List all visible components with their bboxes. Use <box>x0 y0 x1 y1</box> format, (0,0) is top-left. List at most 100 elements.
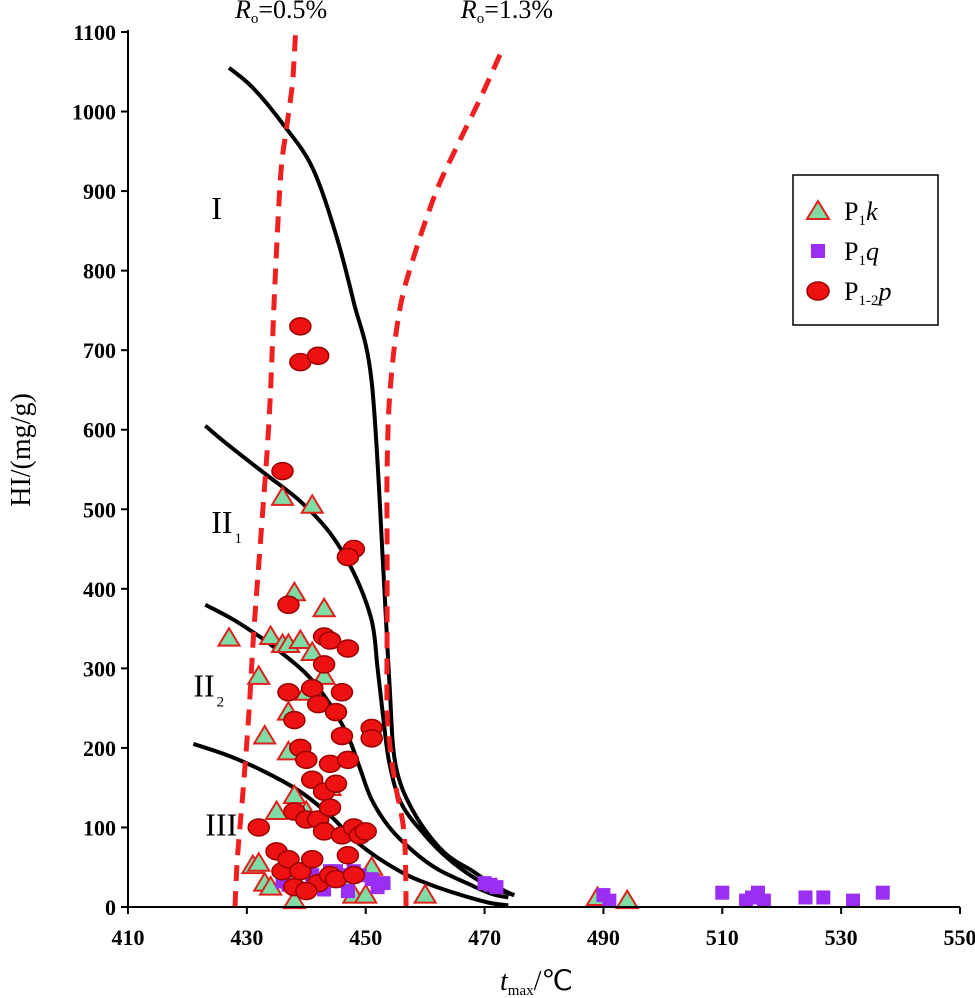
point-P1-2p-10 <box>277 682 300 702</box>
point-P1-2p-25 <box>324 774 348 793</box>
point-P1k-29 <box>412 883 438 904</box>
point-P1-2p-21 <box>295 750 318 770</box>
point-P1-2p-47 <box>342 865 366 885</box>
point-P1-2p-43 <box>300 850 324 869</box>
y-tick-label: 0 <box>105 895 116 920</box>
point-P1-2p-26 <box>336 750 360 770</box>
y-tick-label: 900 <box>83 179 116 204</box>
region-label-4: III <box>205 806 237 842</box>
point-P1-2p-9 <box>336 639 360 658</box>
point-P1q-16 <box>489 880 504 895</box>
legend-label-P1-2p: P1-2p <box>844 277 891 309</box>
series-P1-2p <box>247 317 383 901</box>
point-P1-2p-40 <box>277 850 300 869</box>
point-P1-2p-48 <box>295 881 318 901</box>
ro-labels: Ro=0.5% Ro=1.3% <box>234 0 553 27</box>
legend-marker-P1k <box>805 199 831 220</box>
point-P1-2p-2 <box>306 346 330 365</box>
boundary-curves <box>192 66 516 908</box>
legend-marker-P1-2p <box>806 281 830 301</box>
y-ticks: 0 100 200 300 400 500 600 700 800 900 1000 1100 <box>72 20 128 920</box>
region-labels: I II 1 II 2 III <box>193 190 242 842</box>
point-P1k-0 <box>216 626 242 647</box>
point-P1q-23 <box>756 893 771 908</box>
y-axis-title: HI/(mg/g) <box>6 393 37 507</box>
y-tick-label: 600 <box>83 418 116 443</box>
point-P1-2p-0 <box>289 317 312 336</box>
point-P1k-17 <box>288 628 313 650</box>
x-tick-label: 410 <box>112 925 145 950</box>
point-P1-2p-11 <box>300 679 324 698</box>
point-P1-2p-34 <box>336 846 360 865</box>
region-label-2: II 1 <box>211 504 242 547</box>
y-tick-label: 200 <box>83 736 116 761</box>
boundary-curve-i <box>227 66 516 897</box>
boundary-curve-ii2 <box>204 602 509 900</box>
y-tick-label: 1100 <box>73 20 116 45</box>
point-P1q-8 <box>340 884 355 899</box>
point-P1k-31 <box>614 888 640 910</box>
y-tick-label: 400 <box>83 577 116 602</box>
point-P1k-8 <box>264 799 289 821</box>
point-P1k-16 <box>282 888 307 910</box>
point-P1q-25 <box>816 890 831 905</box>
boundary-curve-iii <box>192 742 509 908</box>
y-tick-label: 300 <box>83 656 116 681</box>
series-P1k <box>216 485 640 910</box>
point-P1-2p-17 <box>330 726 354 746</box>
x-tick-label: 510 <box>706 925 739 950</box>
point-P1-2p-42 <box>289 861 312 881</box>
point-P1-2p-14 <box>324 702 348 722</box>
point-P1-2p-6 <box>277 595 300 614</box>
x-tick-label: 490 <box>587 925 620 950</box>
x-tick-label: 530 <box>825 925 858 950</box>
point-P1k-4 <box>252 724 277 745</box>
point-P1-2p-13 <box>306 694 330 714</box>
point-P1k-23 <box>311 664 337 685</box>
point-P1-2p-32 <box>318 798 342 817</box>
point-P1k-9 <box>270 485 295 506</box>
ro-curves <box>232 31 506 908</box>
point-P1k-21 <box>299 640 325 661</box>
point-P1-2p-12 <box>312 655 336 674</box>
y-tick-label: 100 <box>83 815 116 840</box>
x-tick-label: 430 <box>230 925 263 950</box>
x-tick-label: 450 <box>349 925 382 950</box>
y-tick-label: 1000 <box>72 100 116 125</box>
point-P1-2p-22 <box>300 770 324 789</box>
point-P1q-19 <box>715 885 730 900</box>
region-label-1: I <box>211 190 222 226</box>
point-P1q-27 <box>875 885 890 900</box>
point-P1q-13 <box>376 876 391 891</box>
y-tick-label: 500 <box>83 497 116 522</box>
ro-curve-2 <box>384 46 506 908</box>
y-tick-label: 700 <box>83 338 116 363</box>
legend-label-P1k: P1k <box>844 197 878 229</box>
point-P1-2p-5 <box>336 547 360 567</box>
ro-label-2: Ro=1.3% <box>460 0 553 27</box>
point-P1k-22 <box>311 596 337 618</box>
point-P1q-18 <box>602 893 617 908</box>
point-P1-2p-37 <box>354 822 377 841</box>
legend-item-P1k: P1k <box>805 197 878 229</box>
point-P1-2p-27 <box>247 818 270 837</box>
x-axis-title: tmax/℃ <box>500 966 573 998</box>
data-points <box>216 317 890 910</box>
point-P1k-2 <box>246 851 272 872</box>
ro-curve-1 <box>232 31 299 908</box>
legend-item-P1-2p: P1-2p <box>806 277 891 309</box>
point-P1-2p-8 <box>318 631 342 650</box>
y-tick-label: 800 <box>83 259 116 284</box>
point-P1-2p-15 <box>330 682 354 702</box>
legend: P1k P1q P1-2p <box>792 174 939 326</box>
point-P1-2p-19 <box>360 729 383 748</box>
point-P1-2p-3 <box>271 461 294 481</box>
x-ticks: 410 430 450 470 490 510 530 550 <box>112 907 975 950</box>
point-P1q-24 <box>798 890 813 905</box>
point-P1k-3 <box>246 664 272 685</box>
point-P1q-26 <box>846 893 861 908</box>
region-label-3: II 2 <box>193 667 224 710</box>
x-tick-label: 470 <box>468 925 501 950</box>
point-P1k-7 <box>258 624 283 646</box>
